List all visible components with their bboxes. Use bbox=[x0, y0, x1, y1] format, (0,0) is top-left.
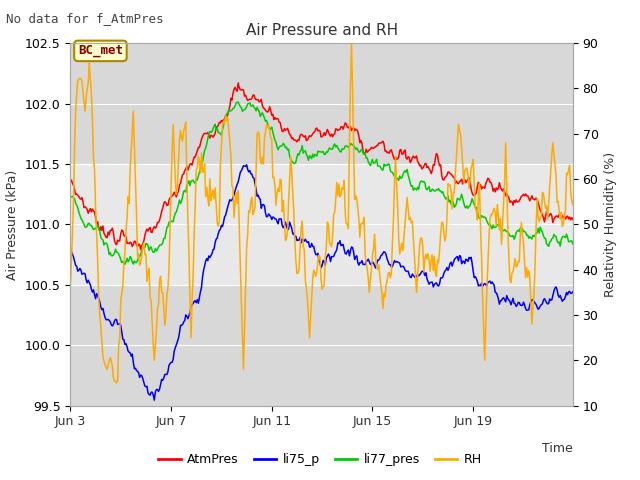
RH bbox=[374, 266, 381, 272]
li77_pres bbox=[374, 163, 381, 169]
li75_p bbox=[67, 246, 74, 252]
Bar bbox=[70, 164, 573, 285]
li77_pres bbox=[438, 190, 445, 196]
RH bbox=[280, 197, 287, 203]
RH bbox=[525, 268, 532, 274]
li77_pres bbox=[349, 142, 357, 148]
RH bbox=[438, 219, 445, 225]
AtmPres bbox=[349, 125, 357, 131]
RH bbox=[224, 115, 232, 120]
Line: AtmPres: AtmPres bbox=[70, 83, 573, 250]
Line: li75_p: li75_p bbox=[70, 165, 573, 400]
li77_pres bbox=[224, 110, 232, 116]
AtmPres bbox=[374, 143, 381, 148]
li77_pres bbox=[234, 99, 241, 105]
li77_pres bbox=[67, 194, 74, 200]
Legend: AtmPres, li75_p, li77_pres, RH: AtmPres, li75_p, li77_pres, RH bbox=[154, 448, 486, 471]
li75_p bbox=[280, 223, 288, 228]
Y-axis label: Relativity Humidity (%): Relativity Humidity (%) bbox=[604, 152, 617, 297]
AtmPres bbox=[234, 80, 242, 86]
RH bbox=[349, 140, 357, 145]
Title: Air Pressure and RH: Air Pressure and RH bbox=[246, 23, 397, 38]
li77_pres bbox=[569, 241, 577, 247]
Text: BC_met: BC_met bbox=[78, 44, 123, 58]
li75_p bbox=[569, 289, 577, 295]
AtmPres bbox=[137, 247, 145, 252]
AtmPres bbox=[280, 126, 288, 132]
li75_p bbox=[150, 397, 158, 403]
AtmPres bbox=[569, 216, 577, 222]
AtmPres bbox=[525, 195, 532, 201]
li77_pres bbox=[525, 235, 532, 241]
li75_p bbox=[224, 204, 232, 210]
li77_pres bbox=[121, 262, 129, 267]
li77_pres bbox=[280, 142, 288, 148]
AtmPres bbox=[67, 177, 74, 182]
Text: Time: Time bbox=[542, 442, 573, 455]
li75_p bbox=[374, 257, 381, 263]
RH bbox=[67, 282, 74, 288]
li75_p bbox=[243, 162, 250, 168]
li75_p bbox=[438, 275, 445, 281]
Line: li77_pres: li77_pres bbox=[70, 102, 573, 264]
li75_p bbox=[349, 249, 357, 255]
Text: No data for f_AtmPres: No data for f_AtmPres bbox=[6, 12, 164, 25]
RH bbox=[348, 40, 355, 46]
AtmPres bbox=[224, 112, 232, 118]
Line: RH: RH bbox=[70, 43, 573, 383]
li75_p bbox=[525, 307, 532, 313]
RH bbox=[569, 202, 577, 207]
RH bbox=[113, 380, 120, 386]
Y-axis label: Air Pressure (kPa): Air Pressure (kPa) bbox=[6, 169, 19, 279]
AtmPres bbox=[438, 172, 445, 178]
